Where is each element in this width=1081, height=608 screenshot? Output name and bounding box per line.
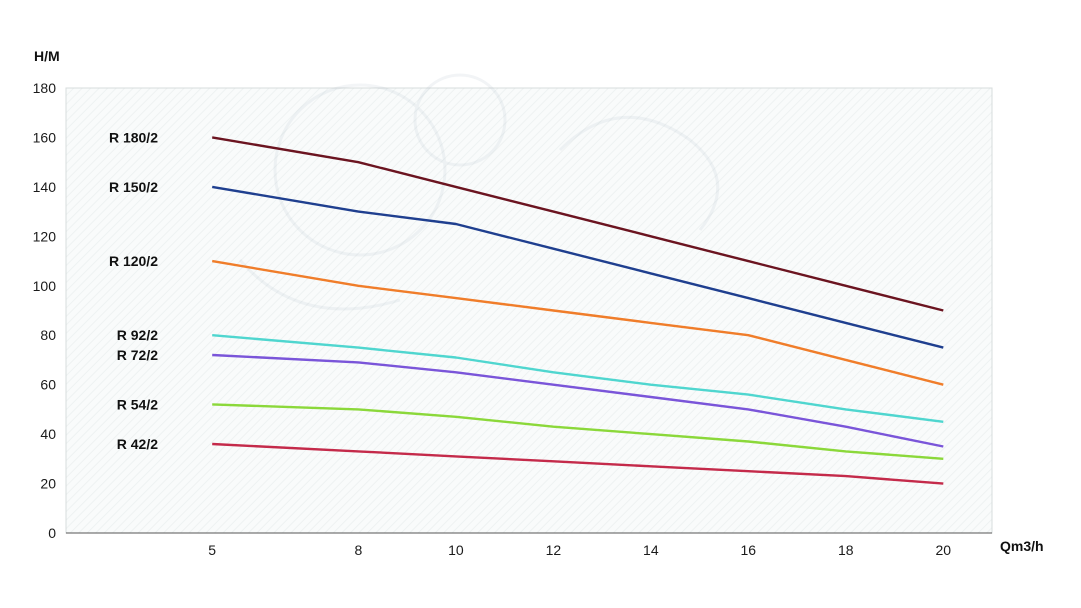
y-tick-label: 140 (33, 179, 57, 195)
y-tick-label: 80 (40, 327, 56, 343)
x-tick-label: 16 (741, 542, 757, 558)
y-axis-ticks: 0 20 40 60 80 100 120 140 160 180 (33, 80, 57, 541)
x-axis-ticks: 5 8 10 12 14 16 18 20 (208, 542, 951, 558)
series-label: R 120/2 (109, 253, 158, 269)
y-tick-label: 40 (40, 426, 56, 442)
y-tick-label: 100 (33, 278, 57, 294)
series-line-r-180-2 (211, 136, 944, 312)
x-tick-label: 18 (838, 542, 854, 558)
plot-area (65, 87, 993, 534)
x-tick-label: 8 (355, 542, 363, 558)
series-line-r-92-2 (212, 334, 944, 423)
y-tick-label: 120 (33, 228, 57, 244)
y-tick-label: 0 (48, 525, 56, 541)
series-line-r-150-2 (212, 185, 944, 349)
y-tick-label: 60 (40, 377, 56, 393)
series-label: R 54/2 (117, 396, 158, 412)
series-label: R 72/2 (117, 347, 158, 363)
series-lines (211, 136, 944, 485)
series-line-r-72-2 (212, 353, 944, 448)
x-tick-label: 20 (935, 542, 951, 558)
watermark (238, 73, 720, 311)
series-label: R 150/2 (109, 179, 158, 195)
x-tick-label: 5 (208, 542, 216, 558)
y-tick-label: 160 (33, 129, 57, 145)
series-label: R 42/2 (117, 436, 158, 452)
y-tick-label: 20 (40, 476, 56, 492)
series-line-r-54-2 (212, 403, 944, 460)
x-tick-label: 10 (448, 542, 464, 558)
x-tick-label: 14 (643, 542, 659, 558)
y-axis-title: H/M (34, 48, 60, 64)
y-tick-label: 180 (33, 80, 57, 96)
series-labels: R 180/2 R 150/2 R 120/2 R 92/2 R 72/2 R 54/2 R… (109, 129, 158, 452)
series-label: R 92/2 (117, 327, 158, 343)
series-label: R 180/2 (109, 129, 158, 145)
series-line-r-42-2 (212, 442, 944, 485)
x-axis-title: Qm3/h (1000, 538, 1044, 554)
series-line-r-120-2 (212, 259, 944, 386)
x-tick-label: 12 (546, 542, 562, 558)
